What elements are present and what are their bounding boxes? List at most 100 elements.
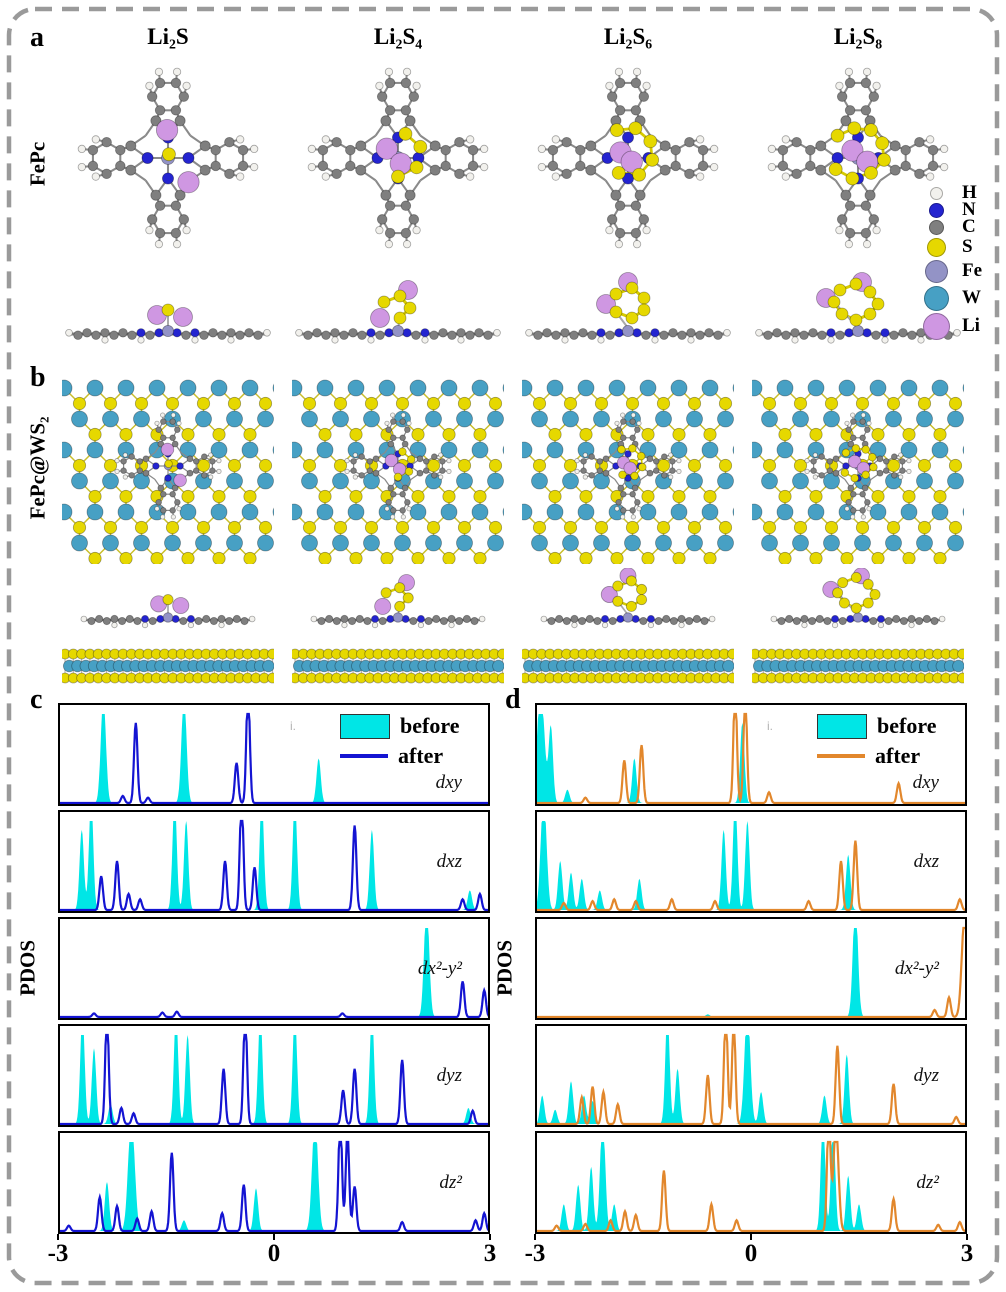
structure-fepc-li2s-side: [62, 268, 274, 364]
structure-fepc-li2s4-top: [292, 56, 504, 262]
structure-fepc-ws2-li2s4-side: [289, 568, 508, 690]
pdos-subplot-d-dxy: dxy: [535, 703, 967, 806]
column-header-li2s6: Li₂S₆: [603, 24, 653, 49]
atom-legend-row-Li: Li: [916, 312, 980, 340]
x-tick-mark-d-1: [750, 1234, 752, 1240]
row-label-fepc: FePc: [25, 141, 50, 187]
structure-fepc-li2s4-side: [292, 268, 504, 364]
x-tick-label-d-2: 3: [960, 1240, 974, 1267]
pdos-subplot-c-dz²: dz²: [58, 1131, 491, 1234]
stray-mark-c: i.: [290, 719, 296, 733]
atom-legend-row-Fe: Fe: [916, 257, 982, 285]
x-tick-mark-d-0: [534, 1234, 536, 1240]
pdos-subplot-d-dz²: dz²: [535, 1131, 967, 1234]
x-tick-label-d-1: 0: [744, 1240, 758, 1267]
legend-before-row-c: before: [340, 711, 459, 741]
pdos-subplot-d-dx²-y²: dx²-y²: [535, 917, 969, 1020]
x-tick-label-c-0: -3: [47, 1240, 69, 1267]
legend-after-swatch-c: [340, 754, 388, 758]
pdos-ylabel-c: PDOS: [15, 939, 40, 997]
legend-before-swatch-c: [340, 713, 390, 739]
atom-legend-row-S: S: [916, 233, 973, 261]
pdos-ylabel-d: PDOS: [492, 939, 517, 997]
atom-swatch-Fe: [924, 259, 948, 283]
x-tick-mark-c-1: [273, 1234, 275, 1240]
structure-fepc-ws2-li2s6-top: [515, 374, 765, 574]
orbital-label-c-dxz: dxz: [436, 850, 462, 872]
legend-before-swatch-d: [817, 713, 867, 739]
atom-symbol-Li: Li: [962, 315, 980, 336]
panel-a-label: a: [30, 22, 44, 53]
orbital-label-d-dyz: dyz: [913, 1064, 939, 1086]
pdos-plot-c-dyz: [58, 1024, 490, 1127]
legend-after-row-c: after: [340, 741, 459, 771]
row-label-fepc-ws2: FePc@WS₂: [25, 416, 50, 520]
pdos-subplot-d-dyz: dyz: [535, 1024, 967, 1127]
structure-fepc-li2s8-top: [752, 56, 964, 262]
pdos-plot-d-dz²: [535, 1131, 967, 1234]
legend-before-label-c: before: [400, 713, 460, 738]
structure-fepc-ws2-li2s8-top: [745, 374, 995, 574]
atom-swatch-Li: [922, 312, 950, 340]
x-tick-mark-c-0: [57, 1234, 59, 1240]
atom-swatch-H: [929, 186, 943, 200]
structure-fepc-ws2-li2s-top: [55, 374, 305, 574]
panel-c-label: c: [30, 684, 43, 715]
atom-legend-row-H: H: [916, 179, 977, 207]
pdos-plot-c-dxy: [58, 703, 490, 806]
atom-symbol-W: W: [962, 287, 981, 308]
pdos-subplot-c-dxz: dxz: [58, 810, 490, 913]
column-header-li2s8: Li₂S₈: [833, 24, 883, 49]
pdos-subplot-d-dxz: dxz: [535, 810, 967, 913]
structure-fepc-li2s6-top: [522, 56, 734, 262]
structure-fepc-ws2-li2s-side: [59, 568, 278, 690]
atom-symbol-Fe: Fe: [962, 260, 983, 281]
orbital-label-c-dz²: dz²: [439, 1171, 462, 1193]
pdos-legend-d: before after: [817, 711, 936, 771]
structure-fepc-li2s8-side: [752, 268, 964, 364]
orbital-label-c-dxy: dxy: [435, 772, 462, 793]
legend-before-label-d: before: [877, 713, 937, 738]
panel-b-label: b: [30, 362, 46, 393]
x-tick-label-c-2: 3: [483, 1240, 497, 1267]
legend-after-row-d: after: [817, 741, 936, 771]
atom-symbol-S: S: [962, 236, 973, 257]
atom-symbol-C: C: [962, 216, 976, 237]
legend-after-label-c: after: [398, 743, 444, 768]
legend-before-row-d: before: [817, 711, 936, 741]
legend-after-label-d: after: [875, 743, 921, 768]
structure-fepc-li2s6-side: [522, 268, 734, 364]
pdos-subplot-c-dxy: dxy: [58, 703, 490, 806]
pdos-plot-c-dx²-y²: [58, 917, 491, 1020]
structure-fepc-ws2-li2s6-side: [519, 567, 738, 690]
pdos-plot-d-dx²-y²: [535, 917, 969, 1020]
pdos-plot-d-dyz: [535, 1024, 967, 1127]
x-tick-mark-c-2: [489, 1234, 491, 1240]
atom-legend-row-C: C: [916, 213, 976, 241]
atom-legend-row-N: N: [916, 196, 976, 224]
column-header-li2s: Li₂S: [147, 24, 189, 49]
atom-swatch-S: [926, 237, 946, 257]
orbital-label-c-dyz: dyz: [436, 1064, 462, 1086]
atom-legend-row-W: W: [916, 284, 981, 312]
column-header-li2s4: Li₂S₄: [373, 24, 423, 49]
x-tick-mark-d-2: [966, 1234, 968, 1240]
pdos-plot-c-dxz: [58, 810, 490, 913]
pdos-legend-c: before after: [340, 711, 459, 771]
structure-fepc-li2s-top: [62, 56, 274, 262]
atom-swatch-N: [928, 202, 944, 218]
atom-swatch-W: [923, 285, 949, 311]
stray-mark-d: i.: [767, 719, 773, 733]
atom-symbol-N: N: [962, 199, 976, 220]
pdos-subplot-c-dyz: dyz: [58, 1024, 490, 1127]
orbital-label-d-dxy: dxy: [912, 772, 939, 793]
orbital-label-d-dx²-y²: dx²-y²: [894, 957, 939, 979]
structure-fepc-ws2-li2s4-top: [285, 374, 535, 574]
pdos-plot-d-dxz: [535, 810, 967, 913]
x-tick-label-c-1: 0: [267, 1240, 281, 1267]
panel-d-label: d: [505, 684, 521, 715]
x-tick-label-d-0: -3: [524, 1240, 546, 1267]
atom-swatch-C: [928, 219, 944, 235]
